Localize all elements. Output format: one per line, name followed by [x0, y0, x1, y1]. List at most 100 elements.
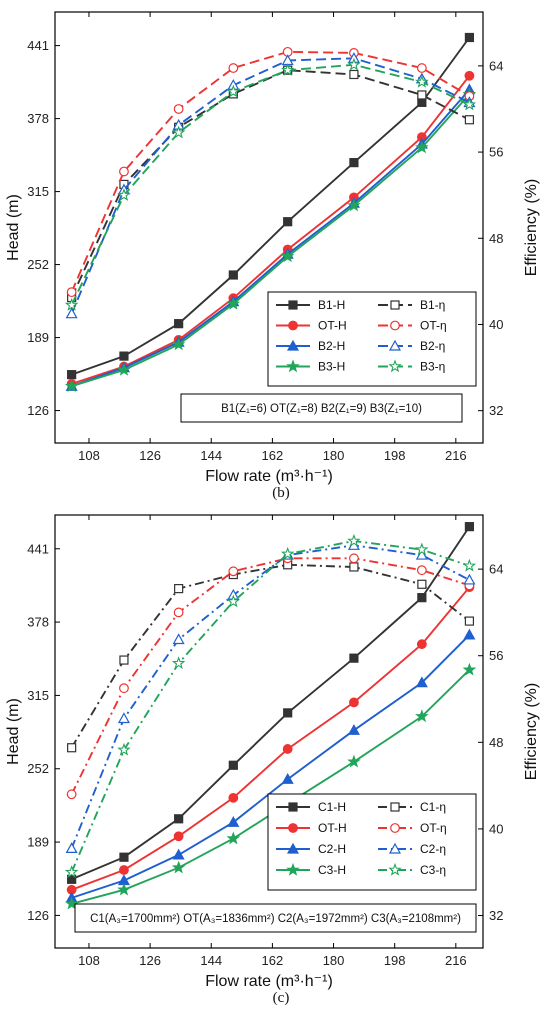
- legend-label: C3-H: [318, 863, 346, 877]
- data-point: [67, 743, 77, 753]
- data-point: [347, 198, 361, 212]
- data-point: [64, 298, 79, 311]
- data-point: [226, 296, 241, 310]
- data-point: [67, 874, 77, 884]
- data-point: [171, 125, 186, 139]
- legend-label: B1-η: [420, 298, 445, 312]
- x-tick-label: 144: [200, 953, 222, 968]
- series-line: [70, 544, 470, 849]
- y-tick-label: 189: [27, 835, 49, 850]
- series-line: [70, 69, 470, 298]
- data-point: [227, 816, 240, 827]
- x-axis-label: Flow rate (m³·h⁻¹): [205, 973, 333, 990]
- data-point: [171, 656, 186, 670]
- series-OT-η: [66, 46, 475, 298]
- series-line: [71, 93, 471, 388]
- legend-label: C1-η: [420, 800, 446, 814]
- data-point: [66, 789, 77, 800]
- y2-tick-label: 64: [489, 562, 503, 577]
- series-line: [71, 88, 471, 388]
- y2-tick-label: 56: [489, 145, 503, 160]
- y-tick-label: 315: [27, 688, 49, 703]
- legend-label: B1-H: [318, 298, 345, 312]
- series-C3-η: [64, 533, 477, 878]
- data-point: [226, 831, 241, 845]
- y2-tick-label: 32: [489, 403, 503, 418]
- y-tick-label: 126: [27, 403, 49, 418]
- legend-label: C1-H: [318, 800, 346, 814]
- data-point: [174, 584, 184, 594]
- series-OT-η: [66, 553, 475, 800]
- legend: C1-H OT-H C2-H C3-H C1-η OT-η C2-η C3-η: [267, 793, 477, 891]
- data-point: [228, 792, 239, 803]
- figure-caption: (c): [273, 990, 290, 1006]
- data-point: [462, 97, 477, 111]
- legend-label: C2-H: [318, 842, 346, 856]
- legend-marker: [288, 320, 298, 331]
- data-point: [280, 546, 295, 560]
- data-point: [119, 865, 129, 875]
- data-point: [415, 542, 429, 556]
- data-point: [347, 57, 361, 71]
- legend-label: C2-η: [420, 842, 446, 856]
- data-point: [64, 865, 79, 878]
- data-point: [226, 84, 241, 98]
- chart-panel-c: 108 126 144 162 180 198 216 126 189 252 315 378 441 3…: [5, 514, 540, 1006]
- legend-label: B3-H: [318, 360, 345, 374]
- data-point: [464, 616, 475, 626]
- y2-tick-label: 48: [489, 231, 503, 246]
- x-tick-label: 216: [445, 448, 467, 463]
- series-line: [71, 75, 471, 385]
- figure-caption: (b): [272, 485, 290, 501]
- series-C2-H: [65, 628, 476, 903]
- data-point: [117, 882, 131, 896]
- data-point: [172, 633, 185, 645]
- series-line: [70, 557, 470, 795]
- x-tick-label: 198: [384, 953, 406, 968]
- series-line: [71, 586, 471, 891]
- x-tick-label: 162: [262, 448, 284, 463]
- legend-marker: [286, 862, 300, 876]
- y2-axis-label: Efficiency (%): [523, 179, 540, 277]
- legend-label: B2-η: [420, 339, 445, 353]
- data-point: [119, 852, 129, 862]
- data-point: [464, 70, 475, 81]
- note-text: C1(A₃=1700mm²) OT(A₃=1836mm²) C2(A₃=1972…: [90, 913, 461, 925]
- data-point: [174, 814, 184, 824]
- y2-axis-label: Efficiency (%): [523, 683, 540, 781]
- data-point: [173, 607, 184, 618]
- legend-marker: [388, 359, 402, 373]
- series-line: [71, 36, 471, 376]
- y2-tick-label: 64: [489, 58, 503, 73]
- data-point: [64, 896, 79, 910]
- y-tick-label: 126: [27, 908, 49, 923]
- data-point: [417, 579, 427, 589]
- note-box: [74, 903, 477, 933]
- legend-marker: [288, 802, 298, 812]
- x-tick-label: 216: [445, 953, 467, 968]
- legend-marker: [388, 862, 402, 876]
- legend: B1-H OT-H B2-H B3-H B1-η OT-η B2-η B3-η: [267, 291, 477, 387]
- data-point: [174, 319, 184, 329]
- data-point: [226, 594, 241, 608]
- data-point: [171, 860, 186, 874]
- y2-tick-label: 56: [489, 648, 503, 663]
- data-point: [65, 307, 78, 319]
- legend-label: B3-η: [420, 360, 445, 374]
- series-line: [70, 50, 470, 293]
- data-point: [347, 754, 361, 768]
- series-B1-H: [67, 32, 475, 380]
- series-line: [71, 634, 471, 899]
- x-tick-label: 108: [78, 953, 100, 968]
- data-point: [228, 63, 239, 73]
- data-point: [119, 655, 129, 665]
- data-point: [66, 287, 77, 298]
- data-point: [65, 842, 78, 854]
- note-box: [180, 393, 463, 423]
- legend-marker: [390, 320, 400, 331]
- legend-box: [267, 291, 477, 387]
- data-point: [347, 724, 360, 735]
- data-point: [283, 708, 293, 718]
- series-line: [70, 540, 470, 873]
